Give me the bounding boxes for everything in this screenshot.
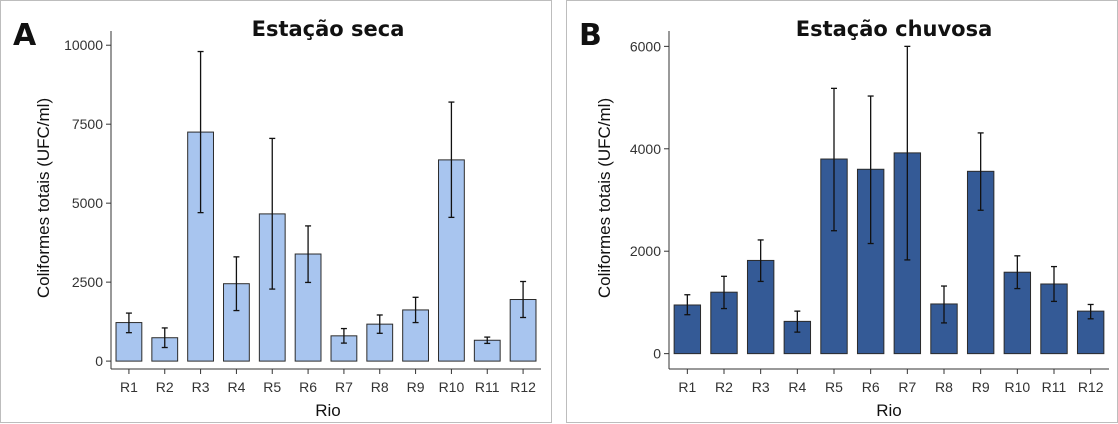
error-bar-R7 <box>340 327 347 344</box>
y-axis-title: Coliformes totais (UFC/ml) <box>595 98 614 298</box>
x-tick-label: R10 <box>439 379 465 395</box>
error-bar-R5 <box>831 87 837 232</box>
y-tick-label: 5000 <box>72 195 103 211</box>
error-bar-R12 <box>520 280 527 319</box>
x-tick-label: R11 <box>475 379 500 395</box>
error-bar-R3 <box>197 50 204 214</box>
error-bar-R2 <box>161 327 168 349</box>
x-axis-title: Rio <box>876 401 902 420</box>
error-bar-R3 <box>757 239 764 283</box>
error-bar-R2 <box>721 275 727 310</box>
error-bar-R10 <box>448 101 455 219</box>
x-tick-label: R9 <box>407 379 425 395</box>
x-tick-label: R12 <box>510 379 536 395</box>
x-tick-label: R3 <box>192 379 210 395</box>
error-bar-R8 <box>376 314 383 334</box>
panel-letter: A <box>13 18 37 53</box>
plot-area: 0 2000 4000 6000 R1 R2 R3 R4 R5 R6 R7 R8 R9 R10 R11 R12 <box>630 31 1109 395</box>
error-bar-R4 <box>233 256 240 312</box>
x-tick-label: R11 <box>1042 379 1067 395</box>
error-bar-R4 <box>794 310 801 333</box>
y-tick-label: 0 <box>653 346 661 362</box>
x-tick-label: R1 <box>678 379 696 395</box>
error-bar-R9 <box>977 132 984 211</box>
bar-R12 <box>1076 310 1105 355</box>
y-tick-label: 7500 <box>72 116 103 132</box>
error-bar-R6 <box>867 95 874 245</box>
x-tick-label: R3 <box>752 379 770 395</box>
x-tick-label: R7 <box>335 379 353 395</box>
error-bar-R5 <box>269 137 276 290</box>
error-bar-R1 <box>125 312 132 334</box>
x-axis-title: Rio <box>315 401 341 420</box>
x-tick-label: R12 <box>1078 379 1104 395</box>
chart-svg-a: A Estação seca Coliformes totais (UFC/ml… <box>13 17 541 420</box>
chart-panel-a: A Estação seca Coliformes totais (UFC/ml… <box>0 0 552 423</box>
error-bar-R7 <box>904 45 911 261</box>
x-tick-label: R8 <box>371 379 389 395</box>
x-tick-label: R10 <box>1004 379 1030 395</box>
error-bar-R11 <box>484 336 491 345</box>
error-bar-R10 <box>1014 255 1021 290</box>
error-bar-R8 <box>941 285 947 324</box>
bar-R4 <box>223 283 250 362</box>
x-tick-label: R2 <box>156 379 174 395</box>
chart-svg-b: B Estação chuvosa Coliformes totais (UFC… <box>579 17 1109 420</box>
x-tick-label: R6 <box>299 379 317 395</box>
x-tick-label: R2 <box>715 379 733 395</box>
x-tick-label: R5 <box>825 379 843 395</box>
x-tick-label: R4 <box>788 379 806 395</box>
plot-area: 0 2500 5000 7500 10000 R1 R2 R3 R4 R5 R6 R7 R8 R9 R10 R… <box>64 31 541 395</box>
error-bar-R9 <box>412 296 419 324</box>
panel-letter: B <box>579 18 602 53</box>
y-tick-label: 0 <box>95 353 103 369</box>
x-tick-label: R8 <box>935 379 953 395</box>
chart-title: Estação seca <box>252 17 405 41</box>
x-tick-label: R1 <box>120 379 138 395</box>
y-tick-label: 10000 <box>64 37 103 53</box>
x-tick-label: R9 <box>972 379 990 395</box>
error-bar-R1 <box>684 294 691 316</box>
error-bar-R12 <box>1087 303 1094 320</box>
y-tick-label: 6000 <box>630 38 661 54</box>
y-tick-label: 2500 <box>72 274 103 290</box>
y-tick-label: 2000 <box>630 243 661 259</box>
x-tick-label: R4 <box>227 379 245 395</box>
chart-panel-b: B Estação chuvosa Coliformes totais (UFC… <box>566 0 1118 423</box>
x-tick-label: R7 <box>898 379 916 395</box>
y-axis-title: Coliformes totais (UFC/ml) <box>34 98 53 298</box>
chart-title: Estação chuvosa <box>796 17 993 41</box>
x-tick-label: R6 <box>862 379 880 395</box>
error-bar-R11 <box>1051 265 1057 303</box>
y-tick-label: 4000 <box>630 141 661 157</box>
error-bar-R6 <box>305 225 312 284</box>
x-tick-label: R5 <box>263 379 281 395</box>
